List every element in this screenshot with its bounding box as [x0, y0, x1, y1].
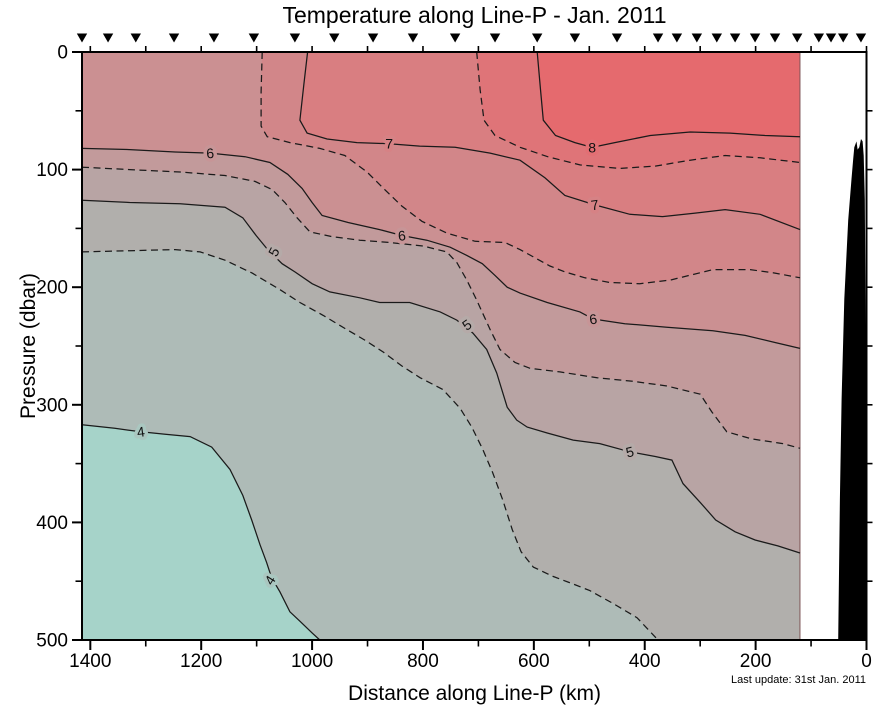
station-marker	[691, 33, 703, 43]
contour-line-6.5	[260, 51, 801, 285]
station-marker	[76, 33, 88, 43]
station-marker	[329, 33, 340, 43]
contour-line-4	[81, 424, 321, 641]
y-tick-label: 400	[36, 513, 68, 534]
station-marker	[825, 33, 837, 43]
x-tick-label: 800	[407, 651, 439, 672]
station-marker	[611, 33, 623, 43]
station-marker	[671, 33, 683, 43]
bathymetry-shape	[838, 139, 867, 640]
x-tick-label: 1400	[69, 651, 111, 672]
y-tick-label: 300	[36, 395, 68, 416]
x-tick-label: 1200	[180, 651, 222, 672]
station-marker	[168, 33, 180, 43]
station-marker	[652, 33, 664, 43]
y-axis-title: Pressure (dbar)	[17, 273, 40, 419]
station-marker	[813, 33, 825, 43]
station-marker	[489, 33, 501, 43]
contour-line-4.5	[81, 248, 659, 641]
contour-line-7	[299, 51, 801, 231]
contour-label-7: 7	[385, 136, 393, 152]
y-tick-label: 500	[36, 631, 68, 652]
x-tick-label: 400	[629, 651, 661, 672]
station-marker	[289, 33, 301, 43]
station-marker	[449, 33, 461, 43]
station-marker	[248, 33, 260, 43]
contour-label-8: 8	[588, 139, 596, 155]
x-tick-label: 600	[518, 651, 550, 672]
station-marker	[711, 33, 723, 43]
x-tick-label: 1000	[291, 651, 333, 672]
y-tick-label: 0	[57, 43, 68, 64]
x-axis-title: Distance along Line-P (km)	[348, 682, 601, 705]
contour-label-6: 6	[206, 145, 215, 162]
contour-line-5	[81, 199, 801, 554]
contour-line-7.5	[476, 51, 801, 170]
y-tick-label: 100	[36, 160, 68, 181]
station-marker	[102, 33, 114, 43]
x-tick-label: 200	[740, 651, 772, 672]
station-marker	[407, 33, 419, 43]
station-marker	[838, 33, 849, 43]
station-marker	[769, 33, 781, 43]
station-marker	[569, 33, 581, 43]
contour-line-6	[81, 147, 801, 350]
station-marker	[791, 33, 803, 43]
station-marker	[855, 33, 867, 43]
chart-title: Temperature along Line-P - Jan. 2011	[282, 2, 667, 28]
last-update-note: Last update: 31st Jan. 2011	[731, 674, 866, 686]
station-marker	[367, 33, 379, 43]
axes-box	[81, 51, 868, 641]
x-tick-label: 0	[861, 651, 872, 672]
contour-line-8	[536, 51, 801, 148]
contour-line-5.5	[81, 166, 801, 449]
station-marker	[130, 33, 141, 43]
y-tick-label: 200	[36, 278, 68, 299]
station-marker	[729, 33, 741, 43]
band-fill-<4	[82, 424, 320, 640]
station-marker	[208, 33, 220, 43]
station-marker	[531, 33, 543, 43]
station-marker	[749, 33, 761, 43]
